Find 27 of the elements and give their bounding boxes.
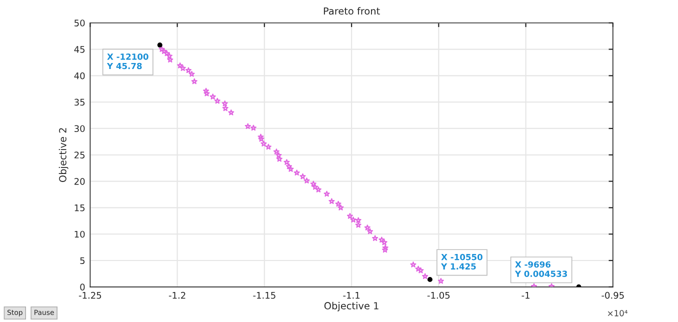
y-tick-label: 45 [74, 46, 85, 53]
y-tick-label: 35 [74, 98, 85, 106]
y-tick-label: 25 [74, 152, 85, 158]
annotation: X -12100 Y 45.78 [106, 54, 148, 70]
x-tick-label: -1.05 [427, 292, 450, 299]
x-tick-label: -1.15 [253, 292, 276, 299]
x-tick-label: -1.2 [168, 292, 186, 299]
y-tick-label: 15 [74, 204, 85, 212]
x-tick-label: -1.25 [78, 292, 102, 299]
annotation: X -10550 Y 1.425 [440, 254, 482, 270]
x-tick-label: -1.1 [343, 292, 360, 299]
point [157, 42, 162, 48]
text: ×10⁴ [608, 310, 628, 316]
x-tick-label: -1 [522, 292, 530, 299]
y-tick-label: 40 [74, 72, 85, 80]
y-tick-label: 30 [74, 125, 85, 132]
y-axis-title: Objective 2 [58, 128, 68, 182]
chart-title: Pareto front [324, 7, 380, 15]
y-tick-label: 20 [74, 178, 85, 185]
x-tick-label: -0.95 [602, 292, 624, 299]
annotation: X -9696 Y 0.004533 [514, 261, 567, 277]
x-axis-title: Objective 1 [324, 302, 378, 312]
point [427, 276, 432, 282]
y-tick-label: 50 [74, 20, 85, 26]
y-tick-label: 10 [74, 230, 85, 238]
y-tick-label: 5 [80, 257, 85, 264]
y-tick-label: 0 [80, 284, 85, 290]
